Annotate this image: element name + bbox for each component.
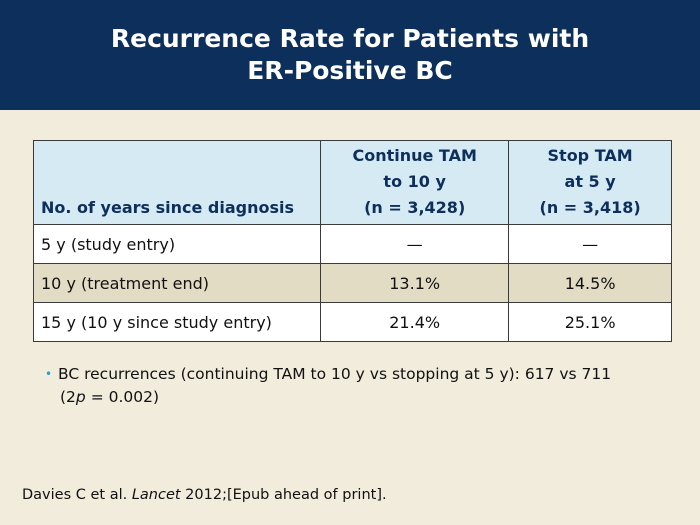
recurrence-table: No. of years since diagnosis Continue TA… bbox=[32, 140, 672, 342]
stop-tam-value: 14.5% bbox=[508, 263, 672, 303]
bullet-text: BC recurrences (continuing TAM to 10 y v… bbox=[58, 363, 665, 409]
stop-tam-value: 25.1% bbox=[508, 302, 672, 342]
title-bar: Recurrence Rate for Patients with ER-Pos… bbox=[0, 0, 700, 110]
header-stop-line3: (n = 3,418) bbox=[539, 198, 641, 217]
table-header-row: No. of years since diagnosis Continue TA… bbox=[32, 140, 672, 225]
citation-authors: Davies C et al. bbox=[22, 487, 132, 503]
header-years-label: No. of years since diagnosis bbox=[41, 198, 295, 217]
bullet-point: • BC recurrences (continuing TAM to 10 y… bbox=[45, 363, 665, 409]
continue-tam-value: 21.4% bbox=[320, 302, 510, 342]
continue-tam-value: — bbox=[320, 224, 510, 264]
stop-tam-value: — bbox=[508, 224, 672, 264]
bullet-pvalue-close: = 0.002) bbox=[85, 388, 160, 406]
bullet-line-2: (2p = 0.002) bbox=[60, 386, 665, 409]
slide-title-line-2: ER-Positive BC bbox=[247, 56, 453, 85]
header-stop-line1: Stop TAM bbox=[547, 146, 633, 165]
bullet-pvalue-open: (2 bbox=[60, 388, 76, 406]
row-label: 15 y (10 y since study entry) bbox=[32, 302, 322, 342]
citation-journal: Lancet bbox=[131, 487, 181, 503]
row-label: 10 y (treatment end) bbox=[32, 263, 322, 303]
header-stop-tam: Stop TAM at 5 y (n = 3,418) bbox=[508, 140, 672, 225]
row-label: 5 y (study entry) bbox=[32, 224, 322, 264]
citation-rest: 2012;[Epub ahead of print]. bbox=[180, 487, 387, 503]
table-row: 10 y (treatment end) 13.1% 14.5% bbox=[32, 263, 672, 303]
table-row: 5 y (study entry) — — bbox=[32, 224, 672, 264]
citation: Davies C et al. Lancet 2012;[Epub ahead … bbox=[22, 487, 387, 503]
continue-tam-value: 13.1% bbox=[320, 263, 510, 303]
header-continue-line2: to 10 y bbox=[383, 172, 446, 191]
slide-title-line-1: Recurrence Rate for Patients with bbox=[110, 24, 590, 53]
header-continue-line3: (n = 3,428) bbox=[364, 198, 466, 217]
bullet-pvalue-italic: p bbox=[75, 388, 86, 406]
header-continue-line1: Continue TAM bbox=[352, 146, 477, 165]
header-years-since-diagnosis: No. of years since diagnosis bbox=[32, 140, 322, 225]
header-stop-line2: at 5 y bbox=[564, 172, 616, 191]
header-continue-tam: Continue TAM to 10 y (n = 3,428) bbox=[320, 140, 510, 225]
bullet-line-1: BC recurrences (continuing TAM to 10 y v… bbox=[58, 365, 612, 383]
table-row: 15 y (10 y since study entry) 21.4% 25.1… bbox=[32, 302, 672, 342]
bullet-dot-icon: • bbox=[45, 367, 53, 381]
